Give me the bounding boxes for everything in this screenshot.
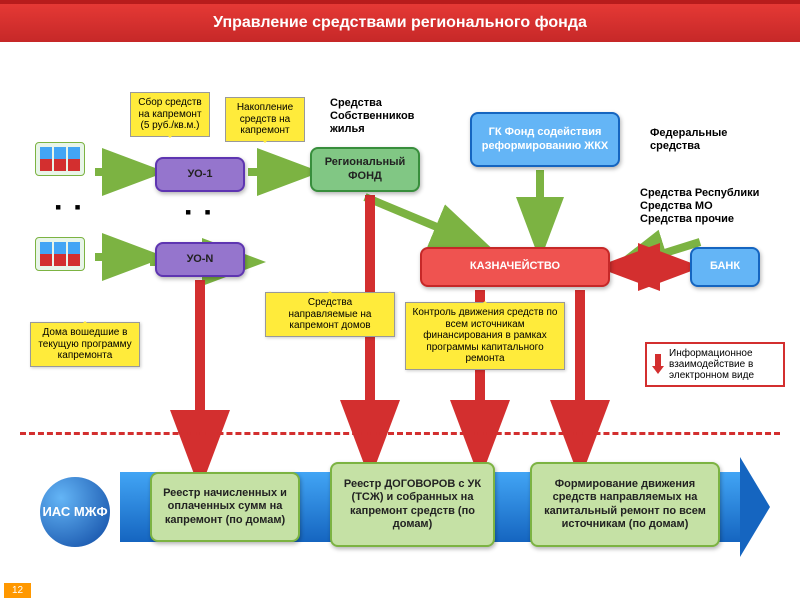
- callout-c4: Средства направляемые на капремонт домов: [265, 292, 395, 337]
- node-uo1: УО-1: [155, 157, 245, 192]
- node-reg1: Реестр начисленных и оплаченных сумм на …: [150, 472, 300, 542]
- house-cluster-1: [35, 237, 85, 271]
- label-l1: Средства Собственников жилья: [330, 97, 440, 137]
- callout-c1: Сбор средств на капремонт (5 руб./кв.м.): [130, 92, 210, 137]
- label-l2: Федеральные средства: [650, 127, 750, 153]
- vertical-dots-houses: ▪ ▪: [55, 197, 85, 218]
- legend-arrow-icon: [651, 352, 665, 376]
- callout-c5: Контроль движения средств по всем источн…: [405, 302, 565, 370]
- node-bank: БАНК: [690, 247, 760, 287]
- ias-circle: ИАС МЖФ: [40, 477, 110, 547]
- page-number: 12: [4, 583, 31, 598]
- node-uon: УО-N: [155, 242, 245, 277]
- node-fond: Региональный ФОНД: [310, 147, 420, 192]
- dashed-divider: [20, 432, 780, 435]
- ias-label: ИАС МЖФ: [42, 505, 107, 519]
- vertical-dots-uo: ▪ ▪: [185, 202, 215, 223]
- node-reg3: Формирование движения средств направляем…: [530, 462, 720, 547]
- house-cluster-0: [35, 142, 85, 176]
- node-reg2: Реестр ДОГОВОРОВ с УК (ТСЖ) и собранных …: [330, 462, 495, 547]
- legend: Информационное взаимодействие в электрон…: [645, 342, 785, 387]
- callout-c2: Накопление средств на капремонт: [225, 97, 305, 142]
- node-treasury: КАЗНАЧЕЙСТВО: [420, 247, 610, 287]
- page-title: Управление средствами регионального фонд…: [0, 0, 800, 42]
- diagram-canvas: ИАС МЖФ ▪ ▪ ▪ ▪ Информационное взаимодей…: [0, 42, 800, 602]
- callout-c3: Дома вошедшие в текущую программу капрем…: [30, 322, 140, 367]
- legend-text: Информационное взаимодействие в электрон…: [669, 348, 754, 381]
- label-l3: Средства Республики Средства МО Средства…: [640, 187, 780, 227]
- node-gk: ГК Фонд содействия реформированию ЖКХ: [470, 112, 620, 167]
